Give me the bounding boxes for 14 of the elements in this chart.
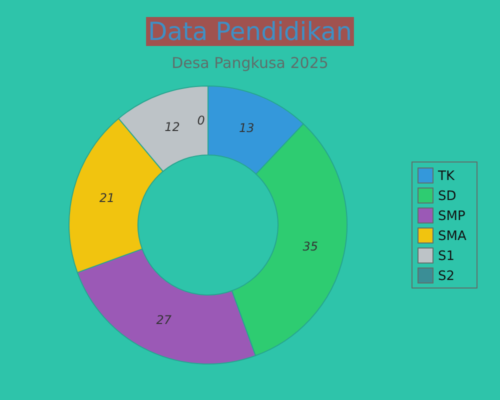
data-label: 27 [156,312,172,327]
data-label: 21 [99,191,115,206]
text: 0 [197,114,205,128]
legend-label: S2 [438,269,455,284]
legend-label: SMA [438,229,466,244]
chart-subtitle: Desa Pangkusa 2025 [172,54,328,72]
data-label: 13 [238,121,254,136]
chart-title: Data Pendidikan [148,17,352,46]
legend-label: TK [437,169,455,184]
legend-label: SD [438,189,456,204]
legend-label: SMP [438,209,466,224]
data-label: 35 [302,239,318,254]
data-label: 12 [164,120,180,134]
legend-label: S1 [438,249,455,264]
